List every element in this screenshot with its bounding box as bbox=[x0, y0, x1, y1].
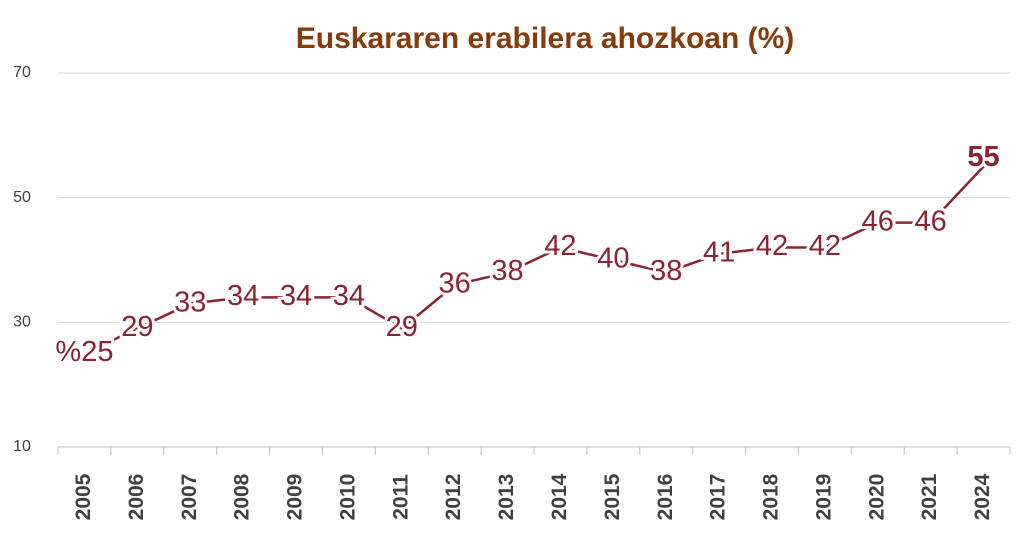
data-label: 46 bbox=[915, 205, 947, 237]
x-tick-label: 2019 bbox=[812, 474, 835, 521]
y-tick-label: 70 bbox=[13, 64, 31, 81]
x-tick-label: 2020 bbox=[865, 474, 888, 521]
data-label: 40 bbox=[597, 243, 629, 275]
data-label: 29 bbox=[121, 311, 153, 343]
data-label: 38 bbox=[650, 255, 682, 287]
y-tick-label: 30 bbox=[13, 314, 31, 331]
data-label: %25 bbox=[55, 336, 113, 368]
x-tick-label: 2012 bbox=[442, 474, 465, 521]
x-tick-label: 2010 bbox=[336, 474, 359, 521]
data-label: 42 bbox=[809, 230, 841, 262]
x-tick-label: 2016 bbox=[654, 474, 677, 521]
data-label: 42 bbox=[756, 230, 788, 262]
x-tick-label: 2009 bbox=[284, 474, 307, 521]
x-tick-label: 2015 bbox=[601, 473, 624, 520]
x-tick-label: 2011 bbox=[389, 474, 412, 520]
data-label: 34 bbox=[280, 280, 312, 312]
data-label: 41 bbox=[703, 236, 735, 268]
data-label: 55 bbox=[967, 141, 999, 173]
x-tick-label: 2017 bbox=[707, 474, 730, 521]
x-tick-label: 2006 bbox=[125, 474, 148, 521]
x-tick-label: 2008 bbox=[231, 473, 254, 520]
x-tick-label: 2005 bbox=[72, 473, 95, 520]
x-tick-label: 2014 bbox=[548, 473, 571, 520]
data-label: 36 bbox=[439, 268, 471, 300]
data-label: 34 bbox=[227, 280, 259, 312]
x-tick-label: 2013 bbox=[495, 474, 518, 521]
x-tick-label: 2021 bbox=[918, 473, 941, 520]
data-label: 46 bbox=[862, 205, 894, 237]
x-tick-label: 2018 bbox=[760, 473, 783, 520]
y-tick-label: 50 bbox=[13, 189, 31, 206]
data-label: 34 bbox=[333, 280, 365, 312]
chart-title: Euskararen erabilera ahozkoan (%) bbox=[296, 22, 795, 55]
data-label: 33 bbox=[174, 286, 206, 318]
data-line bbox=[83, 165, 985, 355]
data-label: 29 bbox=[386, 311, 418, 343]
data-label: 38 bbox=[491, 255, 523, 287]
x-tick-label: 2007 bbox=[178, 474, 201, 521]
data-label: 42 bbox=[544, 230, 576, 262]
x-tick-label: 2024 bbox=[971, 473, 994, 520]
y-tick-label: 10 bbox=[13, 438, 31, 455]
